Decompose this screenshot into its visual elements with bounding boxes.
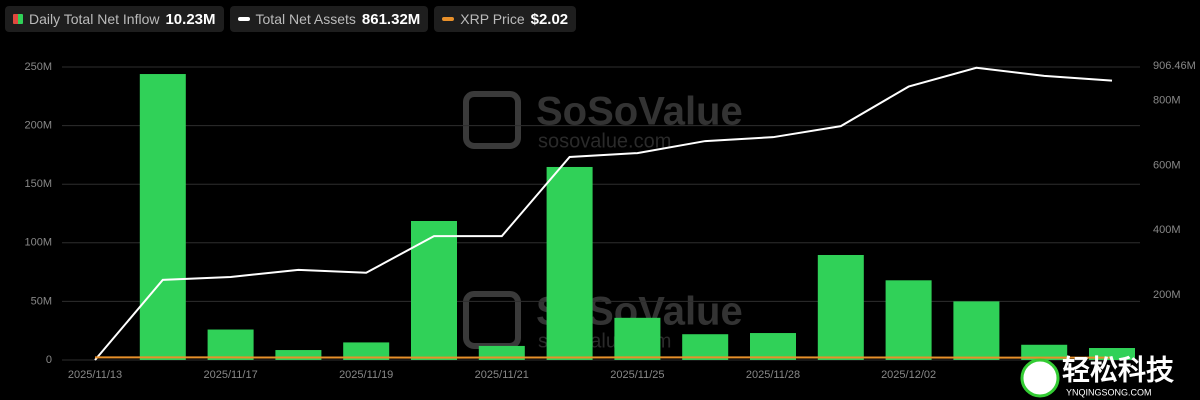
x-tick-label: 2025/11/13 [68, 369, 122, 381]
legend-label: XRP Price [460, 11, 525, 27]
corner-logo-text: 轻松科技 [1062, 354, 1174, 385]
legend-item[interactable]: XRP Price $2.02 [434, 6, 577, 32]
legend-swatch [442, 17, 455, 21]
bar [207, 329, 254, 360]
y-tick-label: 250M [24, 61, 52, 73]
bar [953, 301, 1000, 360]
bar [343, 342, 390, 360]
x-tick-label: 2025/11/28 [746, 369, 800, 381]
bar [750, 333, 796, 360]
y2-tick-label: 400M [1153, 224, 1181, 236]
y-tick-label: 150M [24, 178, 52, 190]
bar [546, 166, 593, 360]
legend-swatch [13, 14, 23, 24]
bar [614, 317, 661, 360]
y-tick-label: 50M [31, 295, 52, 307]
bar [411, 221, 457, 360]
bar [885, 280, 932, 360]
x-tick-label: 2025/11/19 [339, 369, 393, 381]
legend-value: 10.23M [165, 10, 216, 28]
watermark-url: sosovalue.com [538, 130, 671, 152]
watermark-logo [463, 91, 521, 149]
x-tick-label: 2025/11/21 [475, 369, 529, 381]
legend-swatch [237, 17, 250, 21]
bar [139, 74, 186, 361]
bar [1021, 344, 1068, 360]
y2-tick-label: 800M [1153, 94, 1181, 106]
bar [817, 254, 864, 360]
bar [1089, 348, 1135, 360]
legend-label: Total Net Assets [255, 11, 356, 27]
legend: Daily Total Net Inflow 10.23M Total Net As… [5, 6, 577, 32]
legend-label: Daily Total Net Inflow [29, 11, 160, 27]
y2-tick-label: 200M [1153, 289, 1181, 301]
watermark-text: SoSoValue [536, 90, 743, 134]
x-tick-label: 2025/11/25 [610, 369, 664, 381]
y2-tick-label: 600M [1153, 159, 1181, 171]
bar [478, 345, 525, 360]
corner-logo-icon [1020, 358, 1060, 398]
legend-value: $2.02 [530, 10, 569, 28]
y-tick-label: 100M [24, 237, 52, 249]
y2-tick-label: 906.46M [1153, 60, 1196, 72]
line [94, 66, 1113, 361]
corner-logo-url: YNQINGSONG.COM [1066, 387, 1152, 397]
y-tick-label: 0 [46, 354, 52, 366]
y-tick-label: 200M [24, 120, 52, 132]
bar [682, 334, 729, 360]
legend-item[interactable]: Daily Total Net Inflow 10.23M [5, 6, 224, 32]
legend-value: 861.32M [361, 10, 421, 28]
x-tick-label: 2025/12/02 [881, 369, 936, 381]
legend-item[interactable]: Total Net Assets 861.32M [229, 6, 429, 32]
bar [275, 350, 322, 360]
x-tick-label: 2025/11/17 [203, 369, 257, 381]
